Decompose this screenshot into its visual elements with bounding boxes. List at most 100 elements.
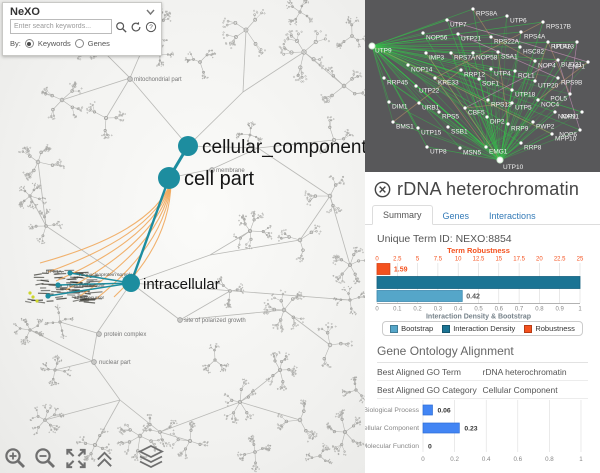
svg-text:RPS5: RPS5 <box>442 114 459 121</box>
gene-node-NOP56[interactable]: NOP56 <box>421 31 448 42</box>
search-icon[interactable] <box>115 21 127 33</box>
gene-node-NOP4[interactable]: NOP4 <box>533 59 556 70</box>
svg-text:RPS8A: RPS8A <box>476 11 498 18</box>
svg-text:IMP3: IMP3 <box>429 55 445 62</box>
radio-keywords-label[interactable]: Keywords <box>37 39 71 48</box>
go-category-chart: 0 0.2 0.4 0.6 0.8 1 Biological Process 0.06 Cell… <box>365 400 583 463</box>
gene-node-NOP14[interactable]: NOP14 <box>406 63 433 74</box>
gene-node-UTP6[interactable]: UTP6 <box>505 14 527 25</box>
svg-text:NOP1: NOP1 <box>558 114 576 121</box>
gene-node-UTP22[interactable]: UTP22 <box>414 84 440 95</box>
gene-node-NOC4[interactable]: NOC4 <box>536 98 559 109</box>
gene-node-UTP5[interactable]: UTP5 <box>510 101 532 112</box>
gene-node-POL5[interactable]: POL5 <box>550 92 572 103</box>
gene-node-NOP58[interactable]: NOP58 <box>471 51 498 62</box>
zoom-in-button[interactable] <box>4 447 27 470</box>
svg-text:site of polarized growth: site of polarized growth <box>184 318 246 324</box>
term-node-intracellular[interactable]: intracellular <box>122 274 220 293</box>
svg-text:RCL1: RCL1 <box>518 73 535 80</box>
gene-node-BMS1[interactable]: BMS1 <box>391 120 414 131</box>
gene-node-RRP45[interactable]: RRP45 <box>382 76 408 87</box>
help-icon[interactable]: ? <box>145 21 157 33</box>
gene-node-UTP20[interactable]: UTP20 <box>533 79 559 90</box>
gene-node-UTP7[interactable]: UTP7 <box>445 18 467 29</box>
gene-node-RRP9[interactable]: RRP9 <box>506 122 529 133</box>
gene-node-NAN1[interactable]: NAN1 <box>562 110 584 121</box>
interaction-network-panel[interactable]: UTP9 UTP7 RPS8A UTP6 RPS17B NOP56 UTP21 RPS22A R… <box>365 0 600 172</box>
gene-node-RPS13[interactable]: RPS13 <box>486 98 512 109</box>
selected-term-path <box>45 145 190 299</box>
gene-node-RCL1[interactable]: RCL1 <box>513 69 535 80</box>
radio-keywords[interactable] <box>24 39 34 48</box>
collapse-chevrons-button[interactable] <box>95 449 114 470</box>
gene-node-NOP1[interactable]: NOP1 <box>553 110 576 121</box>
alignment-row: Best Aligned GO Category Cellular Compone… <box>377 381 588 399</box>
gene-node-MSN5[interactable]: MSN5 <box>458 146 481 157</box>
gene-node-DIP2[interactable]: DIP2 <box>485 115 505 126</box>
gene-node-KRE33[interactable]: KRE33 <box>433 76 459 87</box>
close-icon[interactable] <box>374 181 391 198</box>
svg-text:POL5: POL5 <box>550 96 567 103</box>
svg-text:RRP45: RRP45 <box>387 80 408 87</box>
term-node-cell part[interactable]: cell part <box>158 167 254 190</box>
layers-button[interactable] <box>137 444 165 470</box>
gene-node-NOP6[interactable]: NOP6 <box>559 128 582 139</box>
gene-node-RPS22A[interactable]: RPS22A <box>489 35 520 46</box>
svg-text:25: 25 <box>577 257 584 263</box>
gene-node-RRP12[interactable]: RRP12 <box>459 68 485 79</box>
svg-text:2.5: 2.5 <box>393 257 402 263</box>
gene-node-RPS17B[interactable]: RPS17B <box>541 20 571 31</box>
svg-text:0.2: 0.2 <box>450 456 459 463</box>
gene-node-RPS4A[interactable]: RPS4A <box>519 30 546 41</box>
gene-node-SOF1[interactable]: SOF1 <box>477 77 499 88</box>
gene-node-RPS5[interactable]: RPS5 <box>437 110 459 121</box>
gene-node-UTP21[interactable]: UTP21 <box>456 32 482 43</box>
gene-node-RPS8A[interactable]: RPS8A <box>471 7 498 18</box>
gene-node-SSA1[interactable]: SSA1 <box>496 50 518 61</box>
tab-interactions[interactable]: Interactions <box>489 211 536 221</box>
gene-node-UTP9[interactable]: UTP9 <box>368 42 392 55</box>
refresh-icon[interactable] <box>130 21 142 33</box>
gene-node-SSB1[interactable]: SSB1 <box>446 125 468 136</box>
gene-node-RPS7A[interactable]: RPS7A <box>449 51 476 62</box>
svg-text:HSC82: HSC82 <box>523 49 544 56</box>
svg-text:mitochondrial part: mitochondrial part <box>134 77 182 83</box>
term-node-cellular_component[interactable]: cellular_component <box>178 136 365 158</box>
gene-node-PWP2[interactable]: PWP2 <box>531 120 555 131</box>
radio-genes[interactable] <box>74 39 84 48</box>
gene-node-UTP8[interactable]: UTP8 <box>425 145 447 156</box>
gene-node-HSC82[interactable]: HSC82 <box>518 45 544 56</box>
gene-node-UTP13[interactable]: UTP13 <box>554 40 579 51</box>
svg-text:RPS22A: RPS22A <box>494 39 520 46</box>
gene-node-ENP1[interactable]: ENP1 <box>568 60 590 71</box>
zoom-out-button[interactable] <box>34 447 57 470</box>
chevron-down-icon[interactable] <box>145 8 156 16</box>
gene-node-BUD21[interactable]: BUD21 <box>556 58 582 69</box>
svg-text:URB1: URB1 <box>422 105 440 112</box>
gene-node-RPS9B[interactable]: RPS9B <box>556 76 582 87</box>
fit-view-button[interactable] <box>64 447 88 470</box>
search-input[interactable] <box>10 19 112 34</box>
svg-text:UTP9: UTP9 <box>375 48 392 55</box>
gene-node-UTP4[interactable]: UTP4 <box>489 67 511 78</box>
svg-text:MPP10: MPP10 <box>555 136 577 143</box>
term-title: rDNA heterochromatin <box>397 179 580 199</box>
dense-term-cluster[interactable] <box>25 269 103 304</box>
gene-node-URB1[interactable]: URB1 <box>417 101 440 112</box>
tab-summary[interactable]: Summary <box>372 205 433 225</box>
gene-node-CBF5[interactable]: CBF5 <box>463 106 485 117</box>
chart-legend: Bootstrap Interaction Density Robustness <box>382 321 583 336</box>
gene-node-IMP3[interactable]: IMP3 <box>424 51 445 62</box>
gene-node-MPP10[interactable]: MPP10 <box>550 132 577 143</box>
gene-node-RRP8[interactable]: RRP8 <box>519 141 542 152</box>
gene-node-EMG1[interactable]: EMG1 <box>484 145 508 156</box>
tab-genes[interactable]: Genes <box>442 211 470 221</box>
ontology-canvas[interactable]: mitochondrial part membrane site of polari… <box>0 0 365 473</box>
gene-node-UTP10[interactable]: UTP10 <box>496 156 524 171</box>
gene-node-UTP15[interactable]: UTP15 <box>416 126 442 137</box>
radio-genes-label[interactable]: Genes <box>87 39 110 48</box>
gene-node-UTP18[interactable]: UTP18 <box>510 88 536 99</box>
alignment-row: Best Aligned GO Term rDNA heterochromatin <box>377 363 588 381</box>
gene-node-RPL4A[interactable]: RPL4A <box>546 40 572 51</box>
gene-node-DIM1[interactable]: DIM1 <box>387 100 408 111</box>
